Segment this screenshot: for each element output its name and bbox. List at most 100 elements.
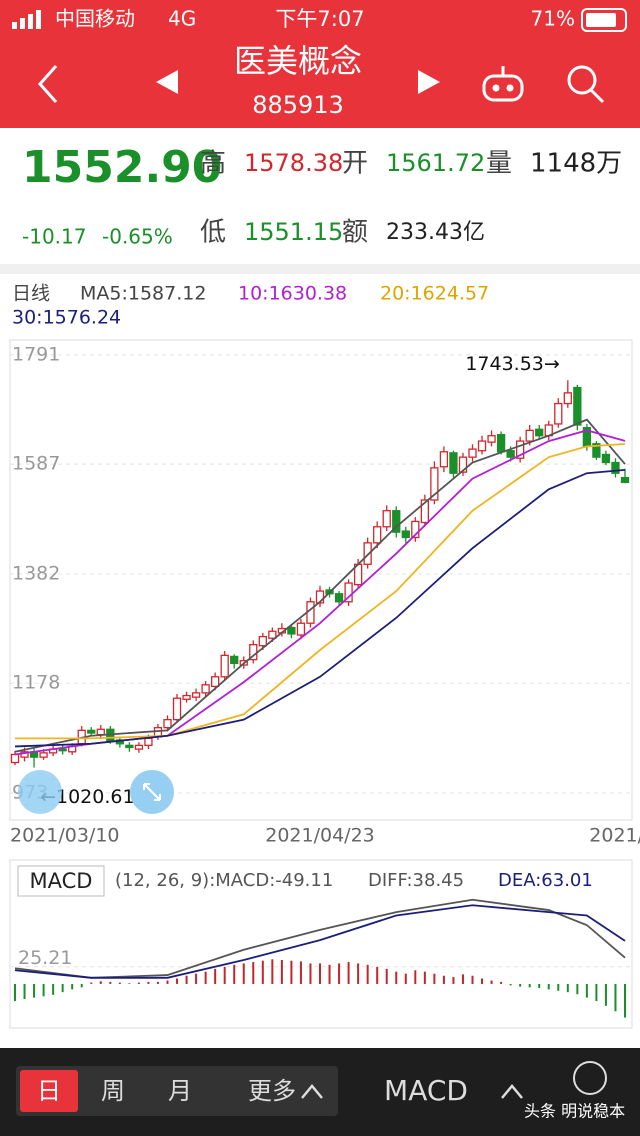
title: 医美概念 <box>234 42 362 80</box>
candle-body <box>401 530 410 539</box>
candle-body <box>96 728 105 736</box>
y-tick-label: 1382 <box>12 562 60 584</box>
candle-body <box>573 386 582 426</box>
candle-body <box>592 443 601 458</box>
indicator[interactable]: MACD <box>384 1074 468 1107</box>
macd-box[interactable] <box>17 865 105 897</box>
zoom-out-button[interactable] <box>18 770 62 814</box>
y-tick-label: 1791 <box>12 343 60 365</box>
y-tick-label: 25.21 <box>18 947 72 969</box>
candle-body <box>334 593 344 603</box>
volume: 1148万 <box>530 149 622 179</box>
back-button[interactable] <box>37 65 58 103</box>
diff-label: DIFF:38.45 <box>368 870 464 891</box>
change: -10.17 <box>22 225 86 249</box>
candle-body <box>420 499 429 524</box>
candle-body <box>87 729 96 734</box>
battery-level <box>586 13 616 27</box>
candle-body <box>439 451 449 468</box>
candle-body <box>144 737 153 747</box>
candle-body <box>258 635 267 647</box>
candle-body <box>363 542 372 565</box>
candle-body <box>458 456 468 473</box>
candle-body <box>449 452 458 474</box>
candle-body <box>468 448 477 458</box>
period-tabs <box>16 1066 338 1116</box>
candle-body <box>611 461 620 474</box>
tab-more[interactable]: 更多 <box>248 1077 296 1105</box>
candle-body <box>506 450 515 458</box>
candle-body <box>230 655 239 665</box>
candle-body <box>344 582 353 603</box>
search-button[interactable] <box>567 65 605 104</box>
candle-body <box>134 744 144 750</box>
candle-body <box>211 676 220 688</box>
candle-body <box>411 520 420 539</box>
chevron <box>501 1084 523 1099</box>
legend-ma10: 10:1630.38 <box>238 283 347 305</box>
network: 4G <box>168 7 196 31</box>
ma-line <box>14 904 626 979</box>
candle-body <box>620 476 630 484</box>
tab-month[interactable]: 月 <box>168 1077 192 1105</box>
change-pct: -0.65% <box>102 225 173 249</box>
candle-body <box>182 694 191 700</box>
robot-button[interactable] <box>482 66 524 102</box>
open-label: 开 <box>342 149 368 179</box>
candle-body <box>516 440 525 459</box>
signal-icon <box>12 10 41 29</box>
candle-body <box>525 429 534 442</box>
price: 1552.90 <box>22 142 222 193</box>
high: 1578.38 <box>244 149 343 177</box>
legend-ma20: 20:1624.57 <box>380 283 489 305</box>
tab-day[interactable]: 日 <box>37 1077 61 1105</box>
dea-label: DEA:63.01 <box>498 870 593 891</box>
candle-body <box>392 510 401 533</box>
divider <box>0 264 640 274</box>
candle-body <box>487 435 496 443</box>
tab-day-bg[interactable] <box>20 1070 78 1112</box>
candle-body <box>125 744 134 749</box>
low-label: 低 <box>200 218 226 248</box>
candle-body <box>220 654 229 678</box>
candle-body <box>163 718 172 729</box>
legend-period: 日线 <box>12 283 50 305</box>
candle-body <box>373 526 382 544</box>
prev-button[interactable] <box>156 70 178 94</box>
zoom-icon <box>143 783 161 801</box>
candle-body <box>296 622 306 636</box>
candle-body <box>535 428 544 437</box>
amount: 233.43亿 <box>386 220 485 245</box>
x-tick-label: 2021/06/09 <box>589 825 640 847</box>
open: 1561.72 <box>386 149 485 177</box>
next-button[interactable] <box>418 70 440 94</box>
candle-body <box>496 433 506 453</box>
candle-body <box>430 467 439 501</box>
macd-params: (12, 26, 9):MACD:-49.11 <box>115 870 333 891</box>
annotation: 1743.53→ <box>465 353 560 375</box>
code: 885913 <box>252 91 344 119</box>
ma-line <box>14 418 626 753</box>
annotation: ←1020.61 <box>40 786 135 808</box>
legend-ma5: MA5:1587.12 <box>80 283 206 305</box>
candle-body <box>382 510 391 528</box>
macd-label: MACD <box>30 869 93 893</box>
ma-line <box>14 898 626 979</box>
amount-label: 额 <box>342 218 368 248</box>
battery-icon <box>581 8 627 32</box>
macd-frame <box>9 859 633 1029</box>
high-label: 高 <box>200 149 226 179</box>
x-tick-label: 2021/03/10 <box>10 825 120 847</box>
menu-button[interactable] <box>573 1061 607 1095</box>
candle-body <box>554 402 563 425</box>
legend-ma30: 30:1576.24 <box>12 307 121 329</box>
battery-text: 71% <box>531 7 575 31</box>
tab-week[interactable]: 周 <box>101 1077 125 1105</box>
x-tick-label: 2021/04/23 <box>265 825 375 847</box>
watermark: 头条 明说稳本 <box>524 1102 625 1121</box>
clock: 下午7:07 <box>275 7 364 31</box>
chart-frame <box>9 339 633 821</box>
candle-body <box>191 692 201 698</box>
